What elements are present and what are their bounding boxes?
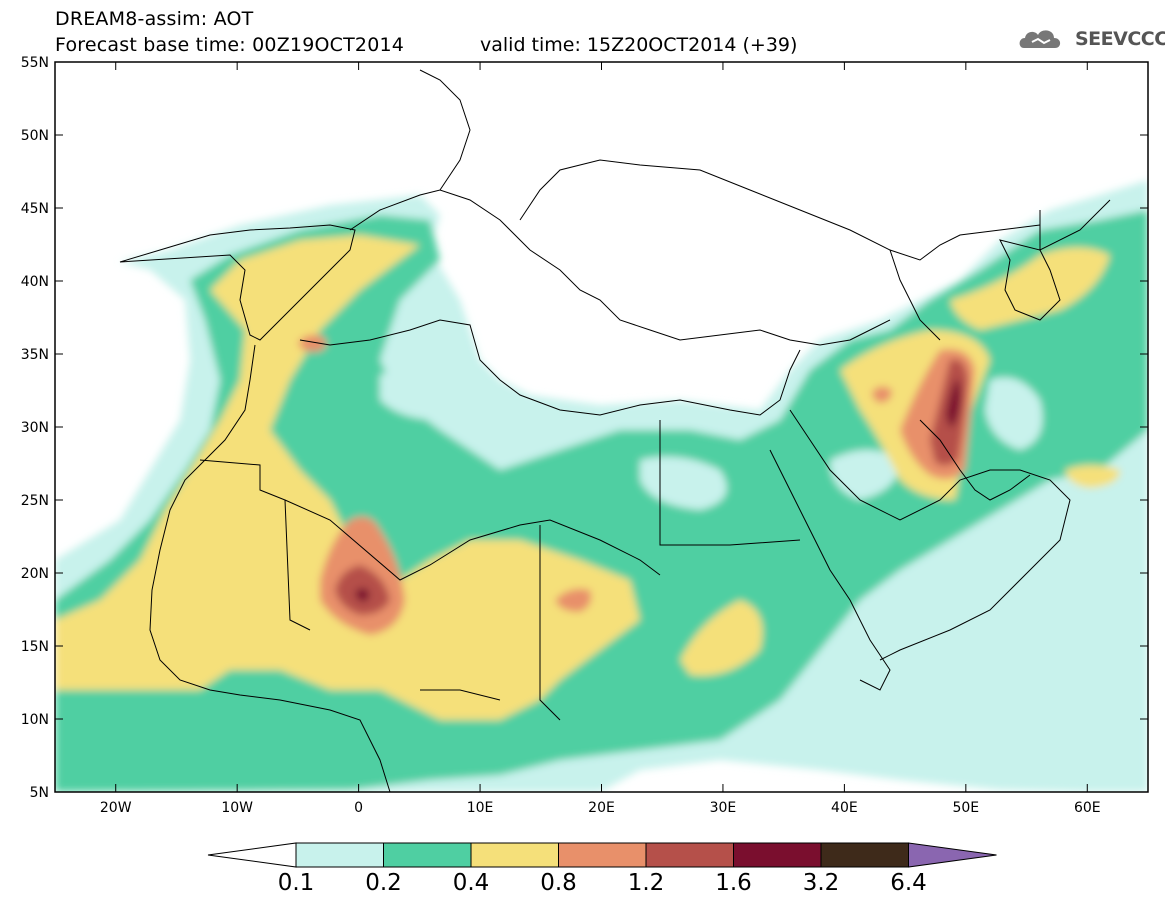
longitude-axis: 20W 10W 0 10E 20E 30E 40E 50E 60E xyxy=(100,62,1101,816)
lon-tick-label: 10W xyxy=(221,800,253,816)
latitude-axis: 5N 10N 15N 20N 25N 30N 35N 40N 45N 50N 55N xyxy=(21,55,1148,801)
aot-hole-1 xyxy=(380,368,458,420)
lat-tick-label: 15N xyxy=(21,639,49,655)
valid-time: valid time: 15Z20OCT2014 (+39) xyxy=(480,34,798,56)
colorbar-segment xyxy=(383,842,472,868)
aot-band-0-4 xyxy=(55,235,640,720)
lat-tick-label: 35N xyxy=(21,347,49,363)
aot-field xyxy=(55,180,1148,792)
lon-tick-label: 10E xyxy=(467,800,494,816)
lon-tick-label: 40E xyxy=(831,800,858,816)
lat-tick-label: 20N xyxy=(21,566,49,582)
lat-tick-label: 5N xyxy=(30,785,49,801)
aot-band-0-4-b xyxy=(680,600,763,676)
colorbar-segment xyxy=(558,842,647,868)
colorbar xyxy=(207,842,997,868)
aot-band-0-4-d xyxy=(950,247,1110,330)
lat-tick-label: 45N xyxy=(21,201,49,217)
aot-band-0-4-e xyxy=(1065,465,1120,488)
colorbar-level-label: 0.1 xyxy=(277,870,315,896)
lat-tick-label: 30N xyxy=(21,420,49,436)
colorbar-max-arrow xyxy=(908,842,997,868)
lat-tick-label: 55N xyxy=(21,55,49,71)
lat-tick-label: 40N xyxy=(21,274,49,290)
colorbar-level-label: 6.4 xyxy=(890,870,927,896)
aot-hole-2 xyxy=(640,456,727,510)
colorbar-segment xyxy=(820,842,909,868)
lon-tick-label: 30E xyxy=(710,800,737,816)
aot-hole-3 xyxy=(985,377,1043,450)
colorbar-min-arrow xyxy=(207,842,297,868)
aot-band-0-8-b xyxy=(555,588,592,612)
colorbar-segment xyxy=(645,842,734,868)
coastlines xyxy=(119,69,1111,792)
aot-band-0-8-e xyxy=(872,386,892,403)
colorbar-labels: 0.1 0.2 0.4 0.8 1.2 1.6 3.2 6.4 xyxy=(0,870,1165,900)
cloud-icon xyxy=(1019,30,1061,48)
lon-tick-label: 20E xyxy=(588,800,615,816)
colorbar-level-label: 1.2 xyxy=(627,870,665,896)
aot-band-1-6 xyxy=(355,588,370,602)
lon-tick-label: 60E xyxy=(1074,800,1101,816)
colorbar-level-label: 3.2 xyxy=(802,870,840,896)
lat-tick-label: 25N xyxy=(21,493,49,509)
colorbar-segment xyxy=(295,842,384,868)
colorbar-level-label: 0.8 xyxy=(540,870,577,896)
lon-tick-label: 50E xyxy=(952,800,979,816)
lat-tick-label: 50N xyxy=(21,128,49,144)
colorbar-level-label: 0.4 xyxy=(452,870,490,896)
lon-tick-label: 0 xyxy=(354,800,363,816)
forecast-base-time: Forecast base time: 00Z19OCT2014 xyxy=(55,34,405,56)
logo-text: SEEVCCC xyxy=(1075,28,1165,50)
lat-tick-label: 10N xyxy=(21,712,49,728)
lon-tick-label: 20W xyxy=(100,800,132,816)
aot-band-0-8-d xyxy=(298,334,327,352)
colorbar-segment xyxy=(470,842,559,868)
map-title: DREAM8-assim: AOT xyxy=(55,8,254,30)
colorbar-level-label: 0.2 xyxy=(365,870,402,896)
colorbar-level-label: 1.6 xyxy=(715,870,752,896)
colorbar-segment xyxy=(733,842,822,868)
aot-band-1-6-b xyxy=(946,378,961,428)
